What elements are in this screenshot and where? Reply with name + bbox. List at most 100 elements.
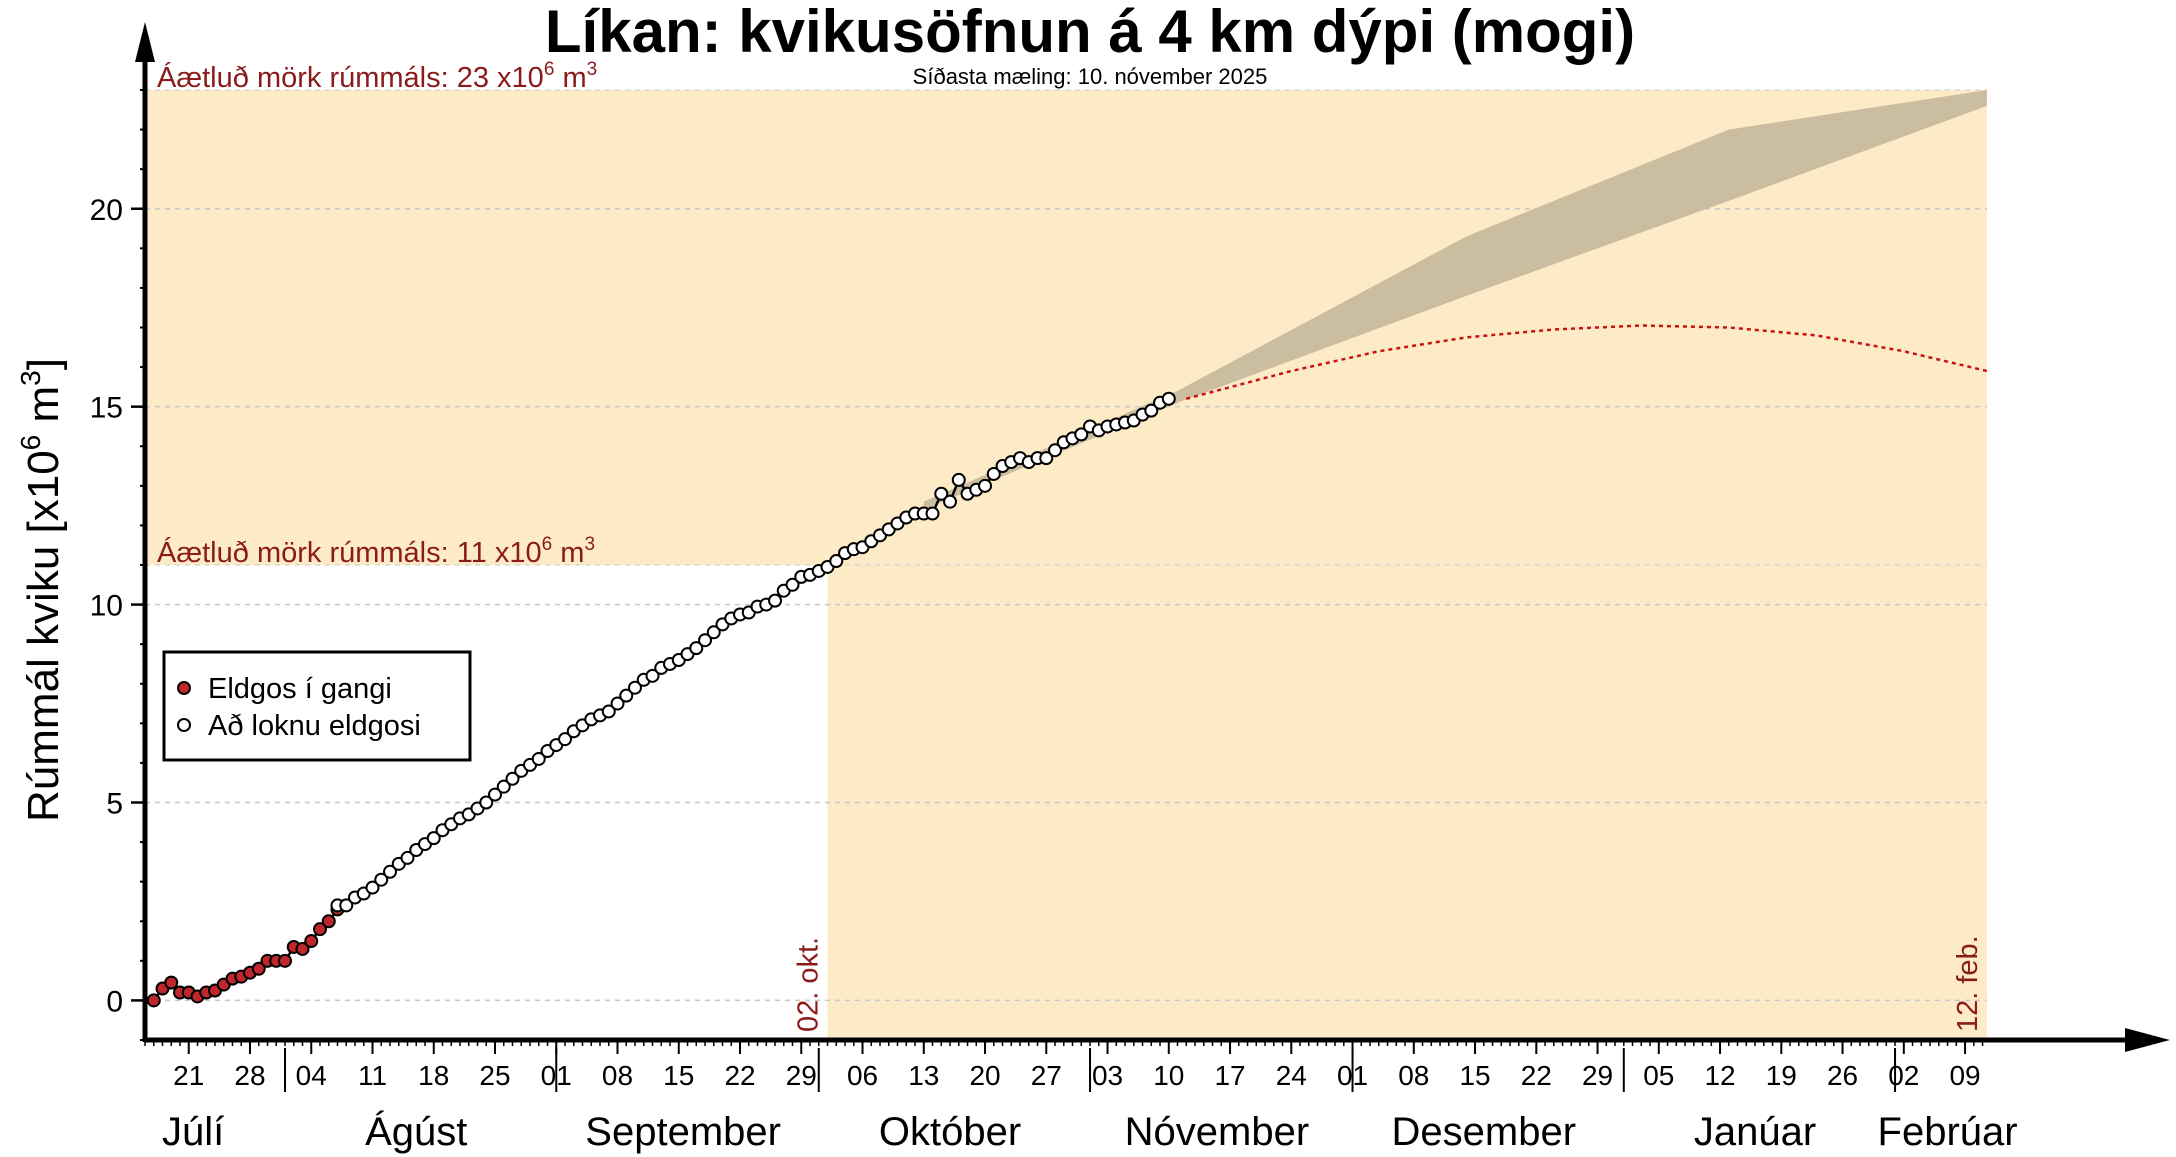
- legend-label-post-eruption: Að loknu eldgosi: [208, 710, 421, 742]
- data-point-post-eruption: [986, 466, 1001, 481]
- y-axis-label-sup: 6: [15, 435, 46, 451]
- data-point-eruption: [251, 961, 266, 976]
- month-label: September: [585, 1110, 781, 1154]
- data-point-post-eruption: [383, 864, 398, 879]
- data-point-post-eruption: [505, 771, 520, 786]
- x-tick-label: 11: [358, 1060, 387, 1091]
- x-tick-label: 24: [1276, 1060, 1307, 1091]
- threshold-label-unit: m: [554, 62, 586, 94]
- vertical-date-labels: 02. okt. 12. feb.: [792, 935, 1983, 1032]
- month-label: Júlí: [162, 1110, 224, 1154]
- month-label: Desember: [1392, 1110, 1577, 1154]
- data-point-post-eruption: [829, 554, 844, 569]
- legend-box: [162, 650, 472, 762]
- threshold-label-sup2: 3: [587, 59, 598, 80]
- data-point-post-eruption: [951, 472, 966, 487]
- x-ticks: 21 28 04 11 18 25 01 08 15 22 29 06 13 20 27 03 10 17 24 01…: [144, 1040, 1984, 1092]
- data-point-post-eruption: [339, 898, 354, 913]
- y-axis-label-unit: m: [19, 386, 68, 435]
- data-point-post-eruption: [943, 494, 958, 509]
- x-tick-label: 29: [1582, 1060, 1613, 1091]
- x-tick-label: 29: [786, 1060, 817, 1091]
- data-point-post-eruption: [925, 506, 940, 521]
- y-tick-label: 15: [90, 392, 123, 425]
- x-tick-label: 25: [479, 1060, 510, 1091]
- x-tick-label: 10: [1153, 1060, 1184, 1091]
- data-point-post-eruption: [496, 779, 511, 794]
- data-point-post-eruption: [479, 795, 494, 810]
- legend-label-eruption: Eldgos í gangi: [208, 673, 392, 705]
- data-point-post-eruption: [531, 751, 546, 766]
- threshold-label-unit: m: [552, 537, 584, 569]
- x-tick-label: 12: [1704, 1060, 1735, 1091]
- threshold-label-text: Áætluð mörk rúmmáls: 11 x10: [157, 536, 542, 569]
- data-point-post-eruption: [1039, 451, 1054, 466]
- legend-marker-post-eruption: [177, 718, 191, 732]
- data-point-post-eruption: [698, 633, 713, 648]
- x-tick-label: 15: [663, 1060, 694, 1091]
- x-tick-label: 04: [296, 1060, 327, 1091]
- data-point-post-eruption: [400, 850, 415, 865]
- data-point-post-eruption: [1048, 443, 1063, 458]
- x-tick-label: 05: [1643, 1060, 1674, 1091]
- y-tick-label: 5: [106, 788, 123, 821]
- x-tick-label: 15: [1459, 1060, 1490, 1091]
- x-tick-label: 22: [724, 1060, 755, 1091]
- data-point-post-eruption: [1161, 391, 1176, 406]
- x-tick-label: 08: [602, 1060, 633, 1091]
- x-tick-label: 21: [173, 1060, 204, 1091]
- y-axis-label: Rúmmál kviku [x106 m3]: [15, 358, 68, 822]
- x-axis-arrow: [2125, 1028, 2170, 1052]
- projection-band-area: [923, 90, 1987, 510]
- data-point-post-eruption: [645, 668, 660, 683]
- data-point-eruption: [295, 941, 310, 956]
- x-tick-label: 13: [908, 1060, 939, 1091]
- axes: [135, 22, 2170, 1052]
- data-point-eruption: [278, 953, 293, 968]
- data-point-post-eruption: [706, 625, 721, 640]
- x-tick-label: 28: [234, 1060, 265, 1091]
- forecast-curve-line: [1185, 324, 1988, 400]
- x-tick-label: 26: [1827, 1060, 1858, 1091]
- threshold-label-sup: 6: [544, 59, 555, 80]
- data-point-post-eruption: [689, 641, 704, 656]
- data-point-post-eruption: [978, 478, 993, 493]
- data-point-eruption: [321, 914, 336, 929]
- data-point-eruption: [164, 975, 179, 990]
- month-label: Nóvember: [1125, 1110, 1310, 1154]
- data-point-post-eruption: [374, 872, 389, 887]
- x-tick-label: 06: [847, 1060, 878, 1091]
- y-tick-label: 20: [90, 194, 123, 227]
- x-tick-label: 20: [969, 1060, 1000, 1091]
- forecast-curve: [1185, 324, 1988, 400]
- x-tick-label: 03: [1092, 1060, 1123, 1091]
- data-point-post-eruption: [934, 486, 949, 501]
- x-tick-label: 18: [418, 1060, 449, 1091]
- data-points: [146, 391, 1176, 1008]
- data-point-eruption: [304, 934, 319, 949]
- threshold-label-sup: 6: [542, 534, 553, 555]
- legend-marker-eruption: [177, 681, 191, 695]
- data-point-post-eruption: [365, 880, 380, 895]
- data-point-eruption: [313, 922, 328, 937]
- x-tick-label: 02: [1888, 1060, 1919, 1091]
- data-point-post-eruption: [610, 696, 625, 711]
- chart-title: Líkan: kvikusöfnun á 4 km dýpi (mogi): [545, 0, 1635, 65]
- y-ticks: 0 5 10 15 20: [90, 89, 145, 1041]
- y-axis-label-close: ]: [19, 358, 68, 370]
- x-tick-label: 22: [1521, 1060, 1552, 1091]
- data-point-post-eruption: [785, 577, 800, 592]
- data-point-post-eruption: [628, 680, 643, 695]
- chart-subtitle: Síðasta mæling: 10. nóvember 2025: [913, 64, 1268, 89]
- month-label: Ágúst: [365, 1109, 467, 1154]
- data-point-post-eruption: [488, 787, 503, 802]
- y-tick-label: 10: [90, 590, 123, 623]
- x-tick-label: 27: [1031, 1060, 1062, 1091]
- month-labels: Júlí Ágúst September Október Nóvember Desembe…: [162, 1109, 2018, 1154]
- threshold-label: Áætluð mörk rúmmáls: 11 x106 m3: [157, 534, 595, 569]
- y-axis-label-main: Rúmmál kviku [x10: [19, 450, 68, 822]
- data-point-post-eruption: [558, 732, 573, 747]
- vertical-date-label: 02. okt.: [792, 937, 824, 1032]
- projection-band: [923, 90, 1987, 510]
